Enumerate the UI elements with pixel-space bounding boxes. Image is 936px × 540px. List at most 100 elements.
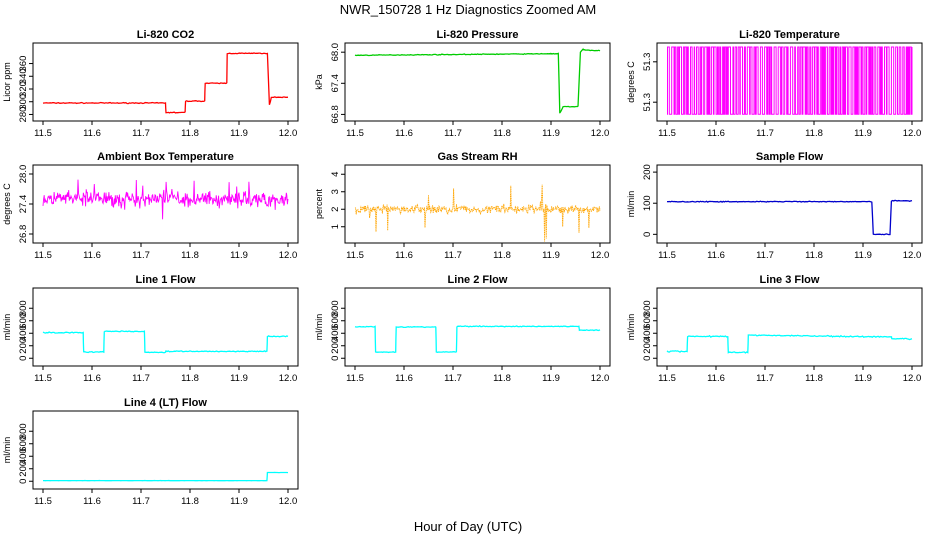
y-tick-label: 0 — [18, 479, 29, 484]
panel-title: Li-820 Temperature — [739, 29, 840, 41]
x-tick-label: 11.8 — [493, 373, 511, 384]
x-tick-label: 11.5 — [346, 250, 364, 261]
x-tick-label: 11.7 — [132, 373, 150, 384]
y-axis-label: percent — [314, 188, 324, 219]
y-tick-label: 280 — [18, 107, 29, 123]
figure-title: NWR_150728 1 Hz Diagnostics Zoomed AM — [340, 2, 597, 17]
x-tick-label: 11.9 — [854, 250, 872, 261]
y-tick-label: 0 — [642, 232, 653, 237]
panel-title: Line 4 (LT) Flow — [124, 397, 207, 409]
x-tick-label: 11.5 — [34, 496, 52, 507]
x-tick-label: 12.0 — [903, 128, 922, 139]
series-data — [667, 46, 913, 115]
panel-7: Line 2 Flow ml/min 11.5 11.6 11.7 11.8 11.9 12.… — [314, 274, 611, 384]
y-tick-label: 600 — [642, 313, 653, 329]
panel-title: Line 2 Flow — [448, 274, 508, 286]
y-tick-label: 51.3 — [642, 93, 653, 112]
y-tick-label: 200 — [330, 338, 341, 354]
x-tick-label: 11.5 — [34, 128, 52, 139]
y-tick-label: 600 — [18, 313, 29, 329]
series-data — [666, 334, 913, 354]
x-axis: 11.5 11.6 11.7 11.8 11.9 12.0 — [34, 489, 297, 507]
panel-6: Line 1 Flow ml/min 11.5 11.6 11.7 11.8 11.9 12.… — [2, 274, 299, 384]
y-tick-label: 0 — [18, 356, 29, 361]
y-tick-label: 3 — [330, 189, 341, 194]
x-tick-label: 12.0 — [279, 128, 298, 139]
x-tick-label: 11.9 — [230, 128, 248, 139]
series-line — [42, 179, 289, 220]
series-line — [666, 199, 913, 236]
x-axis: 11.5 11.6 11.7 11.8 11.9 12.0 — [34, 243, 297, 261]
x-axis: 11.5 11.6 11.7 11.8 11.9 12.0 — [34, 366, 297, 384]
x-tick-label: 11.6 — [707, 128, 725, 139]
x-tick-label: 11.6 — [707, 373, 725, 384]
y-tick-label: 100 — [642, 195, 653, 211]
series-data — [354, 47, 601, 114]
y-tick-label: 400 — [18, 448, 29, 464]
series-data — [42, 179, 289, 220]
x-tick-label: 11.8 — [805, 250, 823, 261]
y-tick-label: 27.4 — [18, 195, 29, 214]
y-tick-label: 400 — [18, 325, 29, 341]
y-tick-label: 600 — [18, 436, 29, 452]
y-tick-label: 600 — [330, 313, 341, 329]
panel-8: Line 3 Flow ml/min 11.5 11.6 11.7 11.8 11.9 12.… — [626, 274, 923, 384]
y-axis-label: ml/min — [626, 314, 636, 341]
plot-frame — [656, 164, 923, 244]
x-tick-label: 12.0 — [279, 496, 298, 507]
x-tick-label: 11.7 — [132, 128, 150, 139]
y-tick-label: 800 — [642, 300, 653, 316]
x-tick-label: 12.0 — [279, 250, 298, 261]
y-axis-label: ml/min — [314, 314, 324, 341]
x-tick-label: 11.7 — [756, 250, 774, 261]
x-axis: 11.5 11.6 11.7 11.8 11.9 12.0 — [346, 366, 609, 384]
plot-frame — [656, 287, 923, 367]
plot-frame — [344, 287, 611, 367]
series-line — [43, 471, 289, 482]
x-tick-label: 11.8 — [181, 250, 199, 261]
y-tick-label: 200 — [642, 164, 653, 180]
x-tick-label: 11.7 — [132, 250, 150, 261]
x-tick-label: 11.8 — [181, 373, 199, 384]
x-tick-label: 11.5 — [658, 128, 676, 139]
y-axis-label: degrees C — [626, 61, 636, 103]
x-tick-label: 11.8 — [805, 128, 823, 139]
y-axis-label: Licor ppm — [2, 62, 12, 102]
x-tick-label: 12.0 — [903, 250, 922, 261]
plot-frame — [344, 42, 611, 122]
x-tick-label: 11.8 — [181, 496, 199, 507]
y-tick-label: 200 — [642, 338, 653, 354]
x-tick-label: 11.9 — [542, 128, 560, 139]
y-tick-label: 66.8 — [330, 105, 341, 124]
x-tick-label: 11.8 — [493, 128, 511, 139]
y-tick-label: 360 — [18, 56, 29, 72]
series-data — [42, 52, 289, 114]
x-tick-label: 11.8 — [493, 250, 511, 261]
y-tick-label: 300 — [18, 94, 29, 110]
panel-title: Line 1 Flow — [136, 274, 196, 286]
y-tick-label: 0 — [330, 356, 341, 361]
x-tick-label: 11.9 — [230, 373, 248, 384]
y-tick-label: 800 — [18, 300, 29, 316]
x-tick-label: 12.0 — [591, 250, 610, 261]
x-tick-label: 11.5 — [34, 373, 52, 384]
x-tick-label: 11.9 — [230, 250, 248, 261]
x-tick-label: 11.5 — [34, 250, 52, 261]
x-tick-label: 11.6 — [395, 373, 413, 384]
x-tick-label: 11.6 — [83, 373, 101, 384]
series-line — [666, 334, 913, 354]
y-tick-label: 400 — [330, 325, 341, 341]
panel-title: Li-820 Pressure — [437, 29, 519, 41]
x-axis: 11.5 11.6 11.7 11.8 11.9 12.0 — [658, 366, 921, 384]
x-tick-label: 11.7 — [444, 250, 462, 261]
panel-title: Sample Flow — [756, 151, 824, 163]
panel-5: Sample Flow ml/min 11.5 11.6 11.7 11.8 11.9 12.… — [626, 151, 923, 261]
x-tick-label: 11.6 — [83, 128, 101, 139]
y-tick-label: 2 — [330, 207, 341, 212]
